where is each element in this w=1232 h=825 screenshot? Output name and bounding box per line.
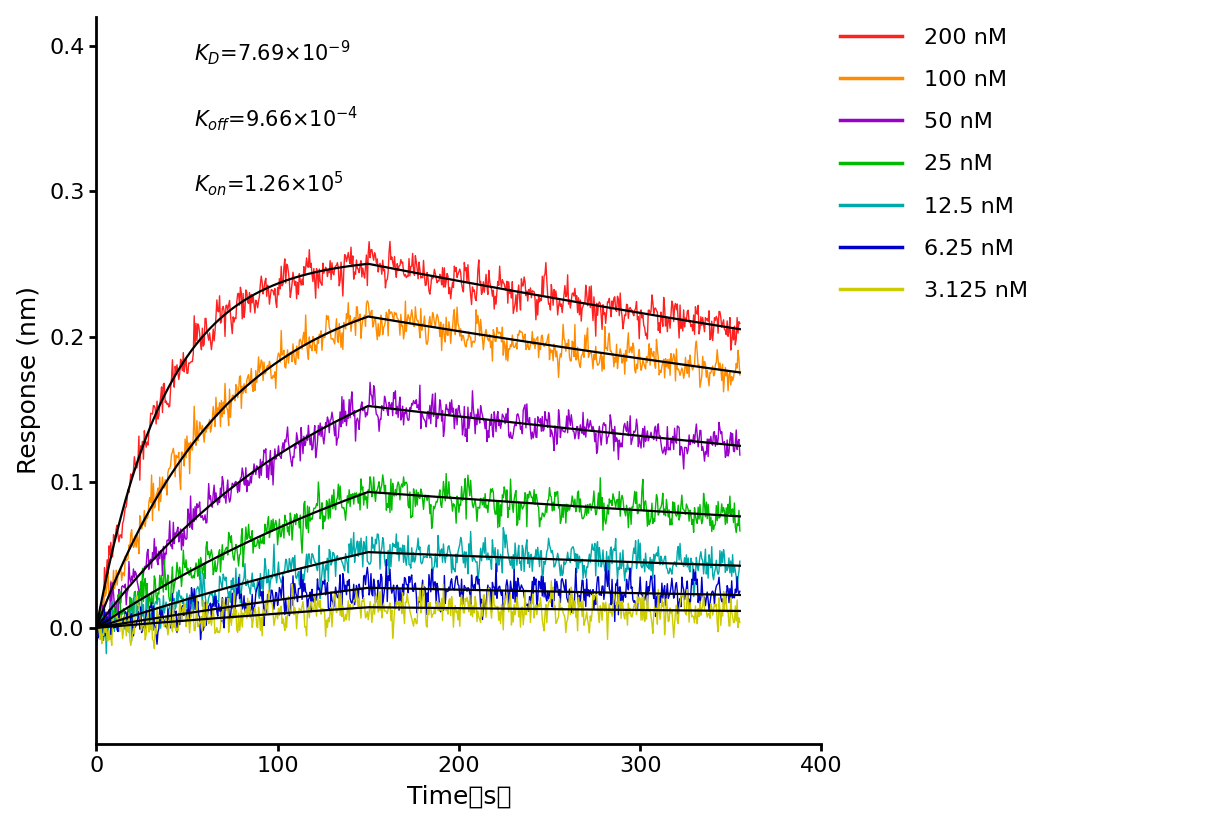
Text: $K_{off}$=9.66×10$^{-4}$: $K_{off}$=9.66×10$^{-4}$ (195, 104, 359, 133)
Text: $K_{on}$=1.26×10$^{5}$: $K_{on}$=1.26×10$^{5}$ (195, 169, 344, 198)
Text: $K_D$=7.69×10$^{-9}$: $K_D$=7.69×10$^{-9}$ (195, 39, 350, 68)
Y-axis label: Response (nm): Response (nm) (17, 286, 41, 474)
X-axis label: Time（s）: Time（s） (407, 785, 511, 808)
Legend: 200 nM, 100 nM, 50 nM, 25 nM, 12.5 nM, 6.25 nM, 3.125 nM: 200 nM, 100 nM, 50 nM, 25 nM, 12.5 nM, 6… (840, 28, 1029, 301)
